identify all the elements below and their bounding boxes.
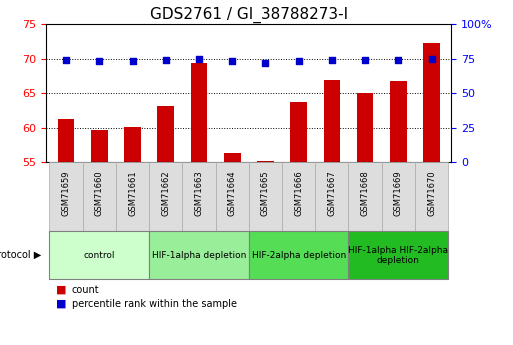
Bar	[423, 43, 440, 162]
Bar	[348, 231, 448, 279]
Bar	[149, 231, 249, 279]
Text: GSM71668: GSM71668	[361, 170, 369, 216]
Point	[95, 59, 104, 64]
Text: GSM71667: GSM71667	[327, 170, 337, 216]
Text: GSM71666: GSM71666	[294, 170, 303, 216]
Bar	[157, 106, 174, 162]
Text: percentile rank within the sample: percentile rank within the sample	[72, 299, 237, 308]
Bar	[415, 162, 448, 231]
Bar	[315, 162, 348, 231]
Text: GSM71665: GSM71665	[261, 170, 270, 216]
Point	[228, 59, 236, 64]
Bar	[382, 162, 415, 231]
Text: GSM71661: GSM71661	[128, 170, 137, 216]
Text: HIF-1alpha HIF-2alpha
depletion: HIF-1alpha HIF-2alpha depletion	[348, 246, 448, 265]
Bar	[91, 130, 108, 162]
Bar	[390, 81, 407, 162]
Point	[294, 59, 303, 64]
Bar	[49, 231, 149, 279]
Bar	[191, 63, 207, 162]
Text: ■: ■	[56, 299, 67, 308]
Text: control: control	[84, 251, 115, 260]
Point	[195, 56, 203, 61]
Text: count: count	[72, 285, 100, 295]
Point	[261, 60, 269, 66]
Point	[394, 57, 402, 63]
Text: GSM71670: GSM71670	[427, 170, 436, 216]
Point	[128, 59, 136, 64]
Bar	[182, 162, 215, 231]
Text: GSM71663: GSM71663	[194, 170, 204, 216]
Bar	[324, 80, 340, 162]
Point	[328, 57, 336, 63]
Point	[361, 57, 369, 63]
Bar	[290, 102, 307, 162]
Bar	[58, 119, 74, 162]
Text: ■: ■	[56, 285, 67, 295]
Point	[427, 56, 436, 61]
Text: GSM71659: GSM71659	[62, 170, 71, 216]
Bar	[116, 162, 149, 231]
Bar	[49, 162, 83, 231]
Bar	[257, 161, 274, 162]
Title: GDS2761 / GI_38788273-I: GDS2761 / GI_38788273-I	[150, 7, 348, 23]
Text: HIF-1alpha depletion: HIF-1alpha depletion	[152, 251, 246, 260]
Point	[162, 57, 170, 63]
Text: protocol ▶: protocol ▶	[0, 250, 41, 260]
Bar	[249, 231, 348, 279]
Bar	[83, 162, 116, 231]
Text: GSM71660: GSM71660	[95, 170, 104, 216]
Text: HIF-2alpha depletion: HIF-2alpha depletion	[251, 251, 346, 260]
Text: GSM71664: GSM71664	[228, 170, 236, 216]
Bar	[348, 162, 382, 231]
Bar	[249, 162, 282, 231]
Text: GSM71669: GSM71669	[394, 170, 403, 216]
Bar	[124, 127, 141, 162]
Point	[62, 57, 70, 63]
Bar	[215, 162, 249, 231]
Bar	[357, 93, 373, 162]
Bar	[224, 153, 241, 162]
Bar	[149, 162, 182, 231]
Bar	[282, 162, 315, 231]
Text: GSM71662: GSM71662	[161, 170, 170, 216]
